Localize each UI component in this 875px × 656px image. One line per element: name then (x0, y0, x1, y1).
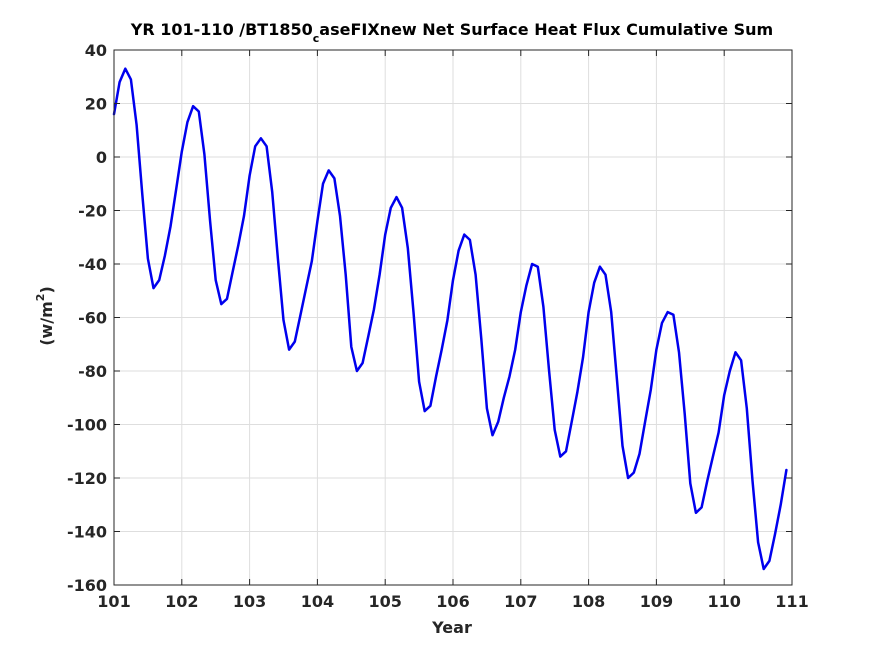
y-axis-label-close: ) (37, 286, 56, 293)
x-tick-label: 108 (572, 592, 605, 611)
x-tick-label: 105 (368, 592, 401, 611)
x-tick-label: 101 (97, 592, 130, 611)
x-tick-label: 107 (504, 592, 537, 611)
x-tick-label: 111 (775, 592, 808, 611)
y-tick-label: -140 (67, 523, 107, 542)
y-tick-label: 20 (85, 95, 107, 114)
chart-title-rest: aseFIXnew Net Surface Heat Flux Cumulati… (319, 20, 773, 39)
y-tick-label: -160 (67, 576, 107, 595)
chart-title-subscript: c (313, 32, 320, 45)
x-tick-label: 103 (233, 592, 266, 611)
chart-title-main: YR 101-110 /BT1850 (130, 20, 313, 39)
y-tick-label: -40 (78, 255, 107, 274)
y-axis-label-superscript: 2 (34, 294, 47, 302)
x-tick-label: 102 (165, 592, 198, 611)
y-tick-label: 40 (85, 41, 107, 60)
tick-marks (113, 49, 793, 586)
x-tick-label: 106 (436, 592, 469, 611)
y-tick-label: -60 (78, 309, 107, 328)
y-tick-label: -120 (67, 469, 107, 488)
y-tick-label: -80 (78, 362, 107, 381)
chart-title: YR 101-110 /BT1850caseFIXnew Net Surface… (130, 20, 773, 45)
x-tick-label: 110 (707, 592, 740, 611)
y-tick-label: 0 (96, 148, 107, 167)
y-axis-label: (w/m2) (34, 286, 56, 346)
series-line (112, 67, 788, 571)
y-axis-label-base: (w/m (37, 301, 56, 346)
x-tick-label: 109 (640, 592, 673, 611)
y-tick-labels: 40 20 0 -20 -40 -60 -80 -100 -120 -140 -160 (67, 41, 107, 595)
x-axis-label: Year (431, 618, 472, 637)
y-tick-label: -20 (78, 202, 107, 221)
x-tick-labels: 101 102 103 104 105 106 107 108 109 110 111 (97, 592, 808, 611)
series-group (112, 67, 788, 571)
x-tick-label: 104 (301, 592, 334, 611)
y-tick-label: -100 (67, 416, 107, 435)
